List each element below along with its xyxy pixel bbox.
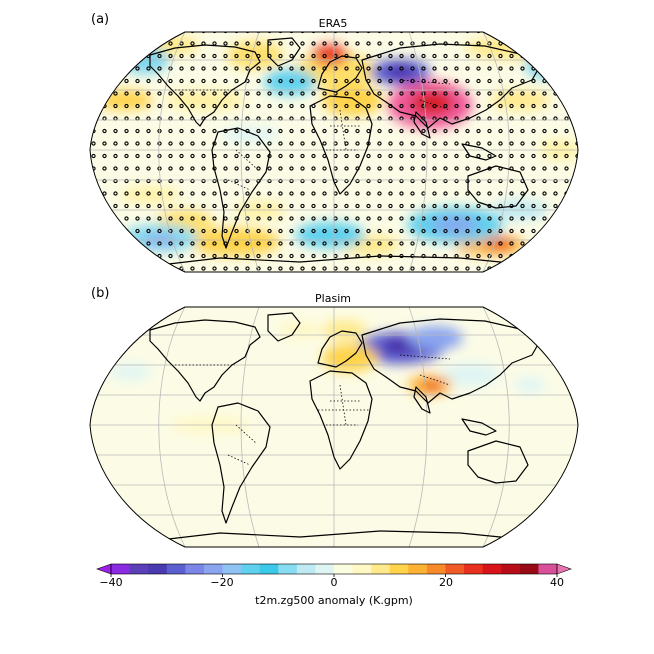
- colorbar-segment: [166, 564, 186, 574]
- colorbar-tick-label: 20: [439, 576, 453, 589]
- panel-b-frame: [89, 306, 579, 548]
- panel-a-letter: (a): [91, 12, 110, 27]
- colorbar-segment: [111, 564, 131, 574]
- panel-b-coastlines: [149, 312, 541, 541]
- colorbar-tick-label: −40: [99, 576, 123, 589]
- colorbar-segment: [426, 564, 446, 574]
- colorbar-segment: [519, 564, 539, 574]
- colorbar-segment: [278, 564, 298, 574]
- colorbar-segment: [538, 564, 558, 574]
- panel-b-borders: [175, 354, 451, 466]
- colorbar-segment: [296, 564, 316, 574]
- colorbar-segment: [464, 564, 484, 574]
- colorbar-extend-max: [556, 563, 572, 575]
- colorbar-segment: [371, 564, 391, 574]
- colorbar: [96, 563, 572, 577]
- panel-b-map: [90, 307, 578, 547]
- colorbar-extend-min: [96, 563, 112, 575]
- colorbar-segment: [501, 564, 521, 574]
- panel-a-stippling: [90, 32, 578, 272]
- colorbar-segment: [203, 564, 223, 574]
- panel-a-title: ERA5: [318, 17, 348, 30]
- panel-a-coastlines: [149, 37, 541, 266]
- colorbar-segment: [241, 564, 261, 574]
- panel-b-title: Plasim: [315, 292, 351, 305]
- colorbar-segment: [315, 564, 335, 574]
- colorbar-tick-label: 0: [330, 576, 338, 589]
- panel-a-map: [90, 32, 578, 272]
- colorbar-segment: [389, 564, 409, 574]
- colorbar-tick-label: −20: [210, 576, 234, 589]
- panel-a-borders: [175, 79, 451, 191]
- panel-b-letter: (b): [91, 286, 110, 301]
- colorbar-segment: [445, 564, 465, 574]
- colorbar-segment: [148, 564, 168, 574]
- colorbar-segment: [408, 564, 428, 574]
- colorbar-segment: [352, 564, 372, 574]
- panel-b-graticule: [90, 307, 578, 547]
- panel-a-frame: [89, 31, 579, 273]
- colorbar-segment: [334, 564, 354, 574]
- colorbar-segment: [129, 564, 149, 574]
- colorbar-segment: [482, 564, 502, 574]
- colorbar-segment: [259, 564, 279, 574]
- colorbar-segment: [222, 564, 242, 574]
- colorbar-segment: [185, 564, 205, 574]
- colorbar-tick-label: 40: [550, 576, 564, 589]
- colorbar-title: t2m.zg500 anomaly (K.gpm): [255, 594, 413, 607]
